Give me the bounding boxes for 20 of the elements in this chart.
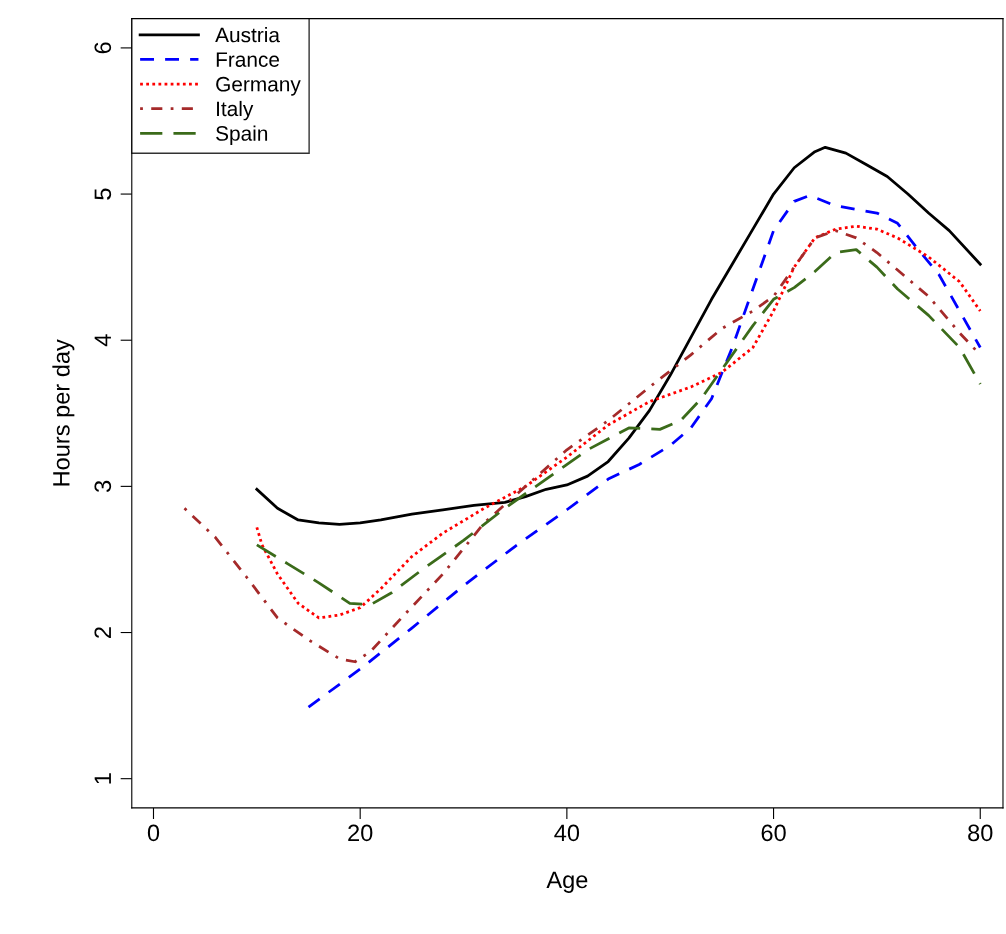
legend-label: France — [216, 52, 280, 67]
x-tick-label: 20 — [348, 824, 373, 842]
x-tick-label: 80 — [968, 824, 993, 842]
legend-label: Germany — [216, 76, 301, 96]
line-series — [307, 194, 982, 709]
y-axis-title: Hours per day — [52, 339, 75, 486]
y-tick-label: 6 — [94, 42, 112, 54]
y-tick-label: 3 — [94, 480, 112, 493]
line-series — [255, 145, 982, 526]
y-tick-label: 2 — [94, 627, 111, 638]
x-tick-label: 60 — [761, 824, 786, 842]
legend-label: Spain — [216, 125, 268, 145]
legend-label: Austria — [215, 27, 280, 43]
x-tick-label: 0 — [147, 824, 160, 842]
y-tick-label: 1 — [94, 773, 111, 784]
legend-label: Italy — [217, 100, 254, 121]
y-tick-label: 4 — [94, 334, 111, 347]
y-tick-label: 5 — [94, 188, 112, 200]
x-axis-title: Age — [546, 871, 588, 893]
x-tick-label: 40 — [554, 824, 580, 842]
